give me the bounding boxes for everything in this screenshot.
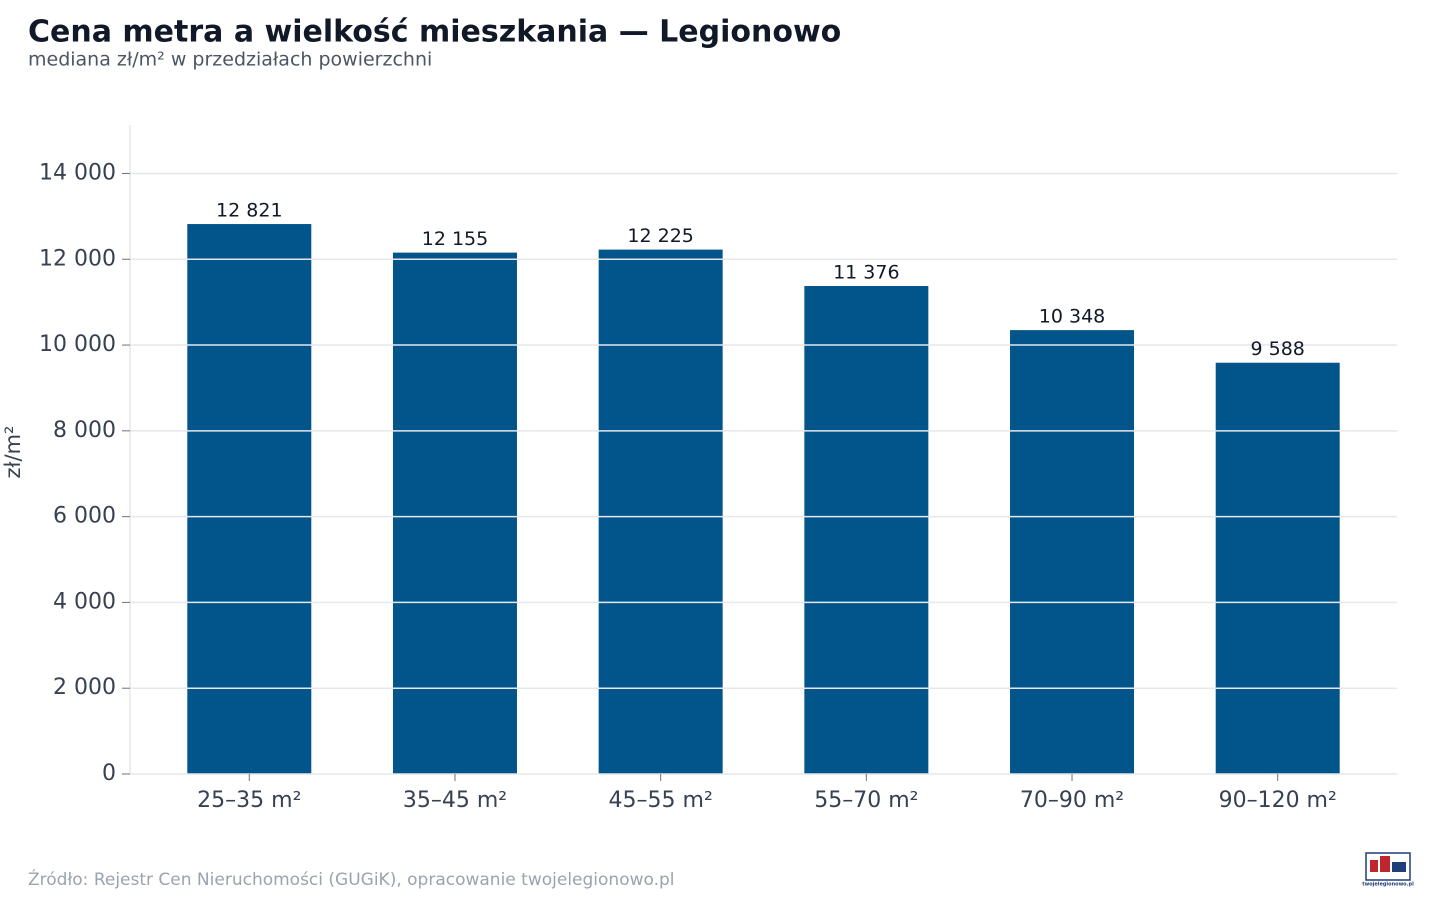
x-tick-label: 90–120 m²	[1219, 788, 1337, 813]
y-tick-label: 2 000	[53, 675, 116, 700]
x-tick-label: 55–70 m²	[814, 788, 918, 813]
logo: twojelegionowo.pl	[1362, 852, 1414, 888]
chart-subtitle: mediana zł/m² w przedziałach powierzchni	[28, 49, 432, 71]
y-tick-label: 8 000	[53, 418, 116, 443]
y-tick-label: 4 000	[53, 589, 116, 614]
y-tick-label: 10 000	[39, 332, 116, 357]
logo-building	[1392, 862, 1406, 872]
bar	[187, 224, 312, 775]
bar	[1215, 362, 1340, 774]
value-label: 9 588	[1251, 338, 1305, 360]
logo-text: twojelegionowo.pl	[1362, 882, 1414, 888]
bar	[598, 249, 723, 774]
value-label: 12 155	[422, 228, 488, 250]
y-tick-label: 6 000	[53, 504, 116, 529]
value-label: 10 348	[1039, 306, 1105, 328]
source-note: Źródło: Rejestr Cen Nieruchomości (GUGiK…	[28, 868, 675, 890]
y-tick-label: 14 000	[39, 160, 116, 185]
x-tick-label: 45–55 m²	[609, 788, 713, 813]
logo-building	[1380, 856, 1390, 872]
logo-building	[1370, 860, 1378, 872]
bar	[804, 286, 929, 774]
bar	[1010, 330, 1135, 774]
bar	[392, 252, 517, 774]
x-tick-label: 70–90 m²	[1020, 788, 1124, 813]
value-label: 12 225	[627, 225, 693, 247]
y-tick-label: 12 000	[39, 246, 116, 271]
y-tick-label: 0	[102, 761, 116, 786]
value-label: 11 376	[833, 262, 899, 284]
x-tick-label: 25–35 m²	[197, 788, 301, 813]
value-label: 12 821	[216, 200, 282, 222]
chart-title: Cena metra a wielkość mieszkania — Legio…	[28, 15, 841, 50]
y-axis-label: zł/m²	[1, 426, 25, 479]
x-tick-label: 35–45 m²	[403, 788, 507, 813]
